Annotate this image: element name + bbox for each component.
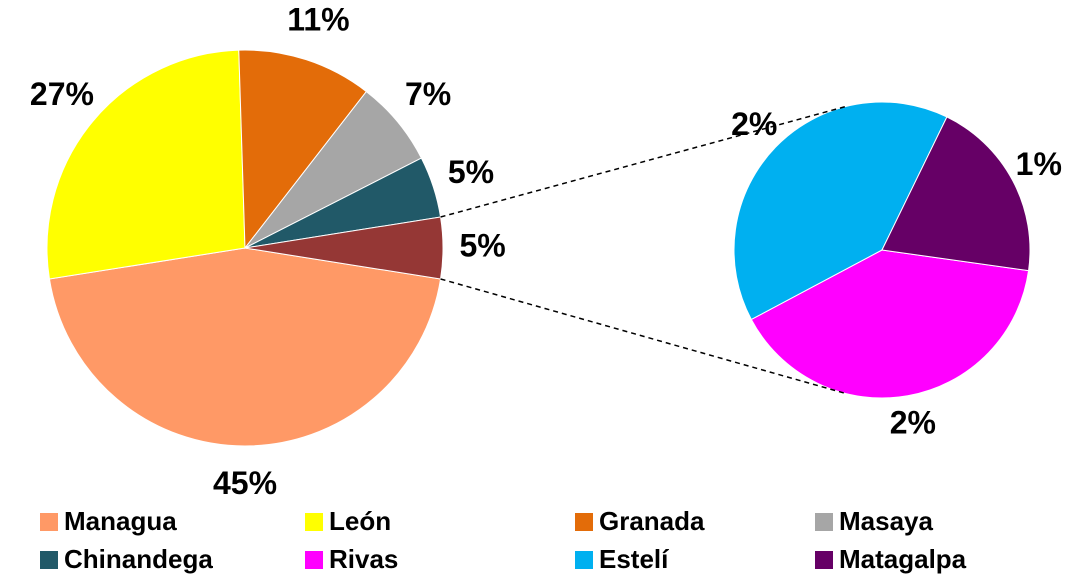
legend-label: Granada bbox=[599, 506, 705, 536]
pie-slice bbox=[733, 101, 948, 321]
pie-slice bbox=[46, 49, 246, 280]
data-label: 7% bbox=[405, 76, 451, 112]
pie-slice bbox=[48, 247, 442, 447]
pie-slice bbox=[238, 49, 368, 250]
legend-label: Rivas bbox=[329, 544, 398, 574]
legend-swatch bbox=[40, 551, 58, 569]
legend-label: Managua bbox=[64, 506, 177, 536]
legend-swatch bbox=[305, 551, 323, 569]
legend-swatch bbox=[815, 513, 833, 531]
pie-slice bbox=[750, 249, 1030, 399]
legend-swatch bbox=[815, 551, 833, 569]
legend-label: Chinandega bbox=[64, 544, 213, 574]
data-label: 2% bbox=[731, 106, 777, 142]
legend-label: León bbox=[329, 506, 391, 536]
legend-swatch bbox=[575, 551, 593, 569]
legend-label: Matagalpa bbox=[839, 544, 967, 574]
legend-swatch bbox=[305, 513, 323, 531]
data-label: 27% bbox=[30, 76, 94, 112]
data-label: 5% bbox=[448, 154, 494, 190]
data-label: 11% bbox=[287, 1, 349, 37]
pie-slice bbox=[244, 216, 444, 280]
data-label: 2% bbox=[890, 404, 936, 440]
pie-slice bbox=[881, 116, 1031, 272]
legend-label: Estelí bbox=[599, 544, 669, 574]
legend-swatch bbox=[40, 513, 58, 531]
data-label: 5% bbox=[459, 227, 505, 263]
connector-line bbox=[440, 105, 847, 218]
data-label: 45% bbox=[213, 465, 277, 501]
connector-line bbox=[440, 278, 847, 395]
data-label: 1% bbox=[1016, 146, 1062, 182]
legend-label: Masaya bbox=[839, 506, 933, 536]
legend-swatch bbox=[575, 513, 593, 531]
